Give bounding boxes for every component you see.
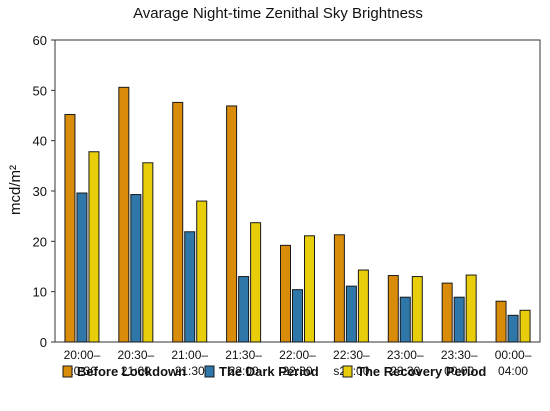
x-tick-label: 22:00 [229, 364, 259, 378]
chart-title: Avarage Night-time Zenithal Sky Brightne… [133, 5, 423, 22]
x-tick-label: 23:00– [387, 348, 424, 362]
legend: Before Lockdown The Dark Period The Recove… [62, 364, 486, 379]
x-tick-label: 22:30– [333, 348, 370, 362]
bar-the-recovery-period [250, 222, 262, 343]
bar-the-dark-period [184, 231, 196, 343]
x-tick-label: 21:30 [175, 364, 205, 378]
bar-before-lockdown [495, 300, 507, 343]
x-tick-label: 00:00– [495, 348, 532, 362]
x-tick-label: 20:30– [117, 348, 154, 362]
bar-the-dark-period [453, 296, 465, 343]
legend-swatch [204, 365, 215, 378]
bar-the-dark-period [130, 194, 142, 343]
bar-the-dark-period [399, 296, 411, 343]
x-tick-label: 21:00 [121, 364, 151, 378]
bar-before-lockdown [118, 86, 130, 343]
bar-the-dark-period [76, 192, 88, 343]
x-tick-label: 00:00 [444, 364, 474, 378]
bar-before-lockdown [333, 234, 345, 343]
bar-before-lockdown [172, 101, 184, 343]
bar-the-dark-period [345, 285, 357, 343]
bar-the-recovery-period [142, 162, 154, 343]
plot-area: 0 10 20 30 40 50 60 20:00– 20:30 20:30– 21:00 21:00… [33, 33, 541, 378]
bar-the-recovery-period [465, 274, 477, 343]
y-tick-label: 30 [33, 184, 47, 199]
legend-swatch [342, 365, 353, 378]
legend-label: The Recovery Period [357, 364, 486, 379]
bar-before-lockdown [280, 244, 291, 343]
y-tick-label: 10 [33, 285, 47, 300]
y-tick-label: 20 [33, 234, 47, 249]
bar-before-lockdown [441, 282, 453, 343]
x-tick-label: 20:00– [64, 348, 101, 362]
x-tick-label: 23:30 [390, 364, 420, 378]
x-tick-label: 23:30– [441, 348, 478, 362]
legend-label: Before Lockdown [77, 364, 186, 379]
x-tick-label: 22:00– [279, 348, 316, 362]
y-axis-label: mcd/m² [7, 165, 24, 215]
bar-the-dark-period [507, 314, 519, 343]
bar-the-recovery-period [357, 269, 369, 343]
bar-before-lockdown [387, 275, 399, 343]
x-tick-label: 21:00– [171, 348, 208, 362]
bar-the-recovery-period [88, 151, 100, 343]
y-tick-label: 50 [33, 83, 47, 98]
x-tick-label: 21:30– [225, 348, 262, 362]
bar-the-dark-period [292, 289, 303, 343]
bar-the-recovery-period [411, 276, 423, 343]
bar-the-recovery-period [304, 235, 315, 343]
y-tick-label: 0 [40, 335, 47, 350]
legend-label: The Dark Period [219, 364, 319, 379]
x-tick-label: 20:30 [67, 364, 97, 378]
legend-swatch [62, 365, 73, 378]
bar-the-recovery-period [519, 309, 531, 343]
x-tick-label: 04:00 [498, 364, 528, 378]
bar-the-dark-period [238, 276, 250, 343]
y-tick-label: 40 [33, 134, 47, 149]
bar-before-lockdown [64, 113, 76, 343]
bar-the-recovery-period [196, 200, 208, 343]
x-tick-label: 22:30 [282, 364, 312, 378]
y-tick-label: 60 [33, 33, 47, 48]
bar-before-lockdown [226, 105, 238, 343]
